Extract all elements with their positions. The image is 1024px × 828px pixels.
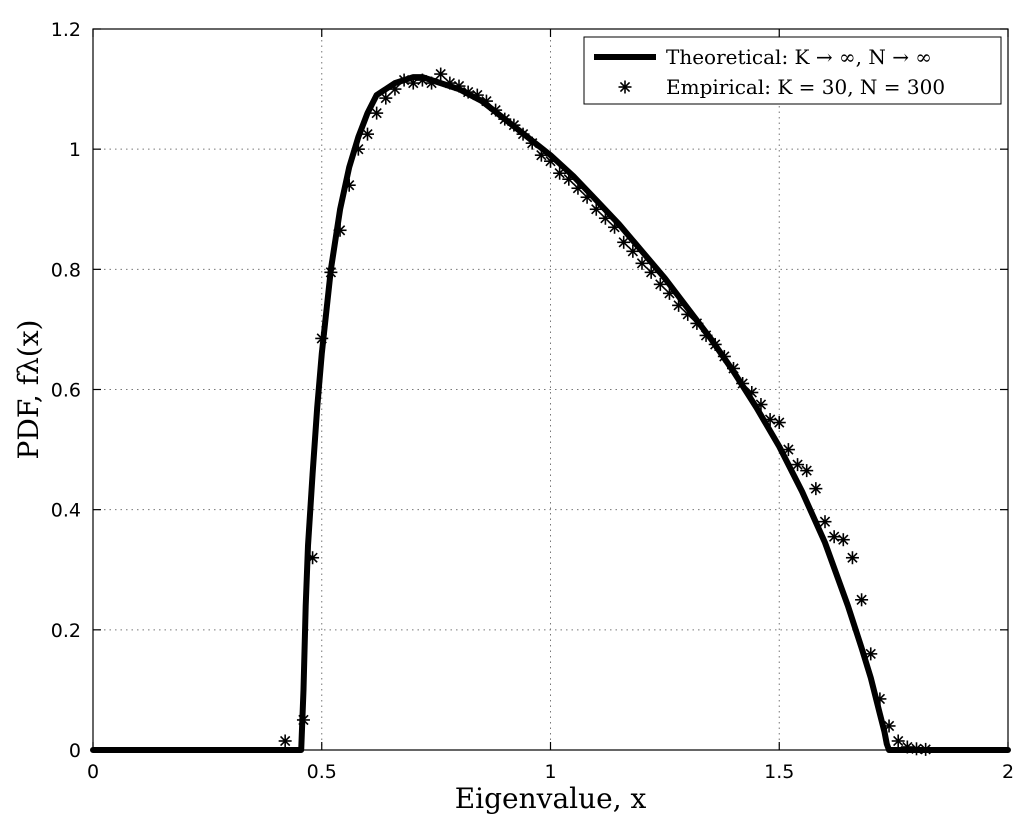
empirical-point xyxy=(699,328,713,342)
grid xyxy=(93,29,1008,750)
empirical-point xyxy=(818,515,832,529)
empirical-point xyxy=(452,79,466,93)
tick-labels: 0 0.5 1 1.5 2 0 0.2 0.4 0.6 0.8 1 1.2 xyxy=(51,19,1014,783)
empirical-point xyxy=(278,734,292,748)
empirical-point xyxy=(763,413,777,427)
empirical-point xyxy=(626,244,640,258)
empirical-point xyxy=(653,277,667,291)
empirical-point xyxy=(516,127,530,141)
empirical-point xyxy=(544,154,557,168)
legend-marker-sample xyxy=(618,80,632,94)
series-layer xyxy=(90,67,1011,756)
empirical-point xyxy=(388,82,402,96)
empirical-point xyxy=(461,85,475,99)
empirical-point xyxy=(498,112,512,126)
empirical-point xyxy=(608,220,622,234)
empirical-point xyxy=(534,148,548,162)
empirical-point xyxy=(754,398,768,412)
empirical-point xyxy=(580,190,594,204)
empirical-point xyxy=(434,67,448,81)
empirical-point xyxy=(406,76,420,90)
empirical-point xyxy=(882,719,896,733)
x-tick-label: 0.5 xyxy=(307,761,337,783)
empirical-point xyxy=(333,223,347,237)
empirical-point xyxy=(644,265,658,279)
empirical-point xyxy=(845,551,859,565)
empirical-point xyxy=(525,136,539,150)
empirical-point xyxy=(589,202,603,216)
empirical-point xyxy=(306,551,320,565)
empirical-point xyxy=(690,316,704,330)
empirical-point xyxy=(562,172,576,186)
empirical-point xyxy=(397,73,411,87)
empirical-point xyxy=(507,118,521,132)
empirical-point xyxy=(717,349,731,363)
empirical-point xyxy=(315,331,329,345)
y-tick-label: 0.6 xyxy=(51,380,81,402)
empirical-point xyxy=(864,647,878,661)
legend-label-theoretical: Theoretical: K → ∞, N → ∞ xyxy=(666,45,932,69)
empirical-point xyxy=(351,142,365,156)
empirical-point xyxy=(827,530,841,544)
empirical-point xyxy=(443,76,457,90)
empirical-point xyxy=(617,235,631,249)
legend-asterisk xyxy=(618,80,632,94)
legend-box xyxy=(583,36,1002,105)
empirical-point xyxy=(781,443,795,457)
empirical-point xyxy=(598,211,612,225)
empirical-point xyxy=(800,464,814,478)
y-axis-label: PDF, fλ(x) xyxy=(12,320,45,460)
x-tick-label: 2 xyxy=(1002,761,1014,783)
legend-label-empirical: Empirical: K = 30, N = 300 xyxy=(666,75,945,99)
x-tick-label: 0 xyxy=(87,761,99,783)
empirical-point xyxy=(470,88,484,102)
y-tick-label: 1.2 xyxy=(51,19,81,41)
x-tick-label: 1.5 xyxy=(764,761,794,783)
y-tick-label: 0.4 xyxy=(51,500,81,522)
empirical-point xyxy=(342,178,356,192)
empirical-point xyxy=(745,386,759,400)
empirical-point xyxy=(379,91,393,105)
empirical-point xyxy=(489,103,503,117)
legend: Theoretical: K → ∞, N → ∞ Empirical: K =… xyxy=(583,36,1002,105)
empirical-point xyxy=(791,458,805,472)
empirical-point xyxy=(900,740,914,754)
empirical-point xyxy=(891,734,905,748)
empirical-point xyxy=(873,692,887,706)
empirical-point xyxy=(415,73,429,87)
empirical-point xyxy=(324,265,338,279)
empirical-point xyxy=(425,76,439,90)
empirical-point xyxy=(296,713,310,727)
empirical-point xyxy=(370,106,384,120)
empirical-point xyxy=(681,307,695,321)
empirical-point xyxy=(919,742,933,756)
y-tick-label: 0.8 xyxy=(51,259,81,281)
x-tick-label: 1 xyxy=(544,761,556,783)
empirical-point xyxy=(855,593,869,607)
empirical-point xyxy=(635,256,649,270)
empirical-point xyxy=(727,361,740,375)
empirical-point xyxy=(708,337,722,351)
y-tick-label: 0.2 xyxy=(51,620,81,642)
empirical-point xyxy=(772,416,786,430)
empirical-point xyxy=(736,376,750,390)
empirical-point xyxy=(479,94,493,108)
empirical-point xyxy=(571,181,585,195)
x-axis-label: Eigenvalue, x xyxy=(455,782,647,815)
empirical-point xyxy=(553,166,567,180)
empirical-point xyxy=(672,298,686,312)
y-tick-label: 0 xyxy=(69,740,81,762)
empirical-point xyxy=(809,482,823,496)
empirical-point xyxy=(836,533,850,547)
empirical-point xyxy=(361,127,374,141)
empirical-point xyxy=(662,286,676,300)
y-tick-label: 1 xyxy=(69,139,81,161)
